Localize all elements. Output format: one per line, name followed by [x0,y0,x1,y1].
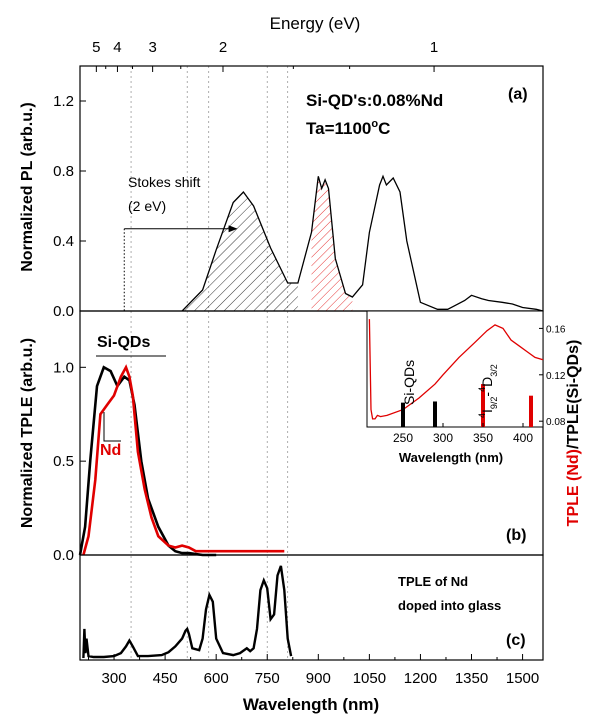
top-tick-label: 3 [148,39,156,56]
panel-a: 0.0 0.4 0.8 1.2 Si-QD's:0.08%Nd Ta=1100oC (… [19,65,544,320]
bottom-tick-label: 900 [306,670,331,687]
y-tick-label: 0.5 [53,453,74,470]
inset-y-tick-label: 0.16 [546,324,566,335]
inset-chart: 250 300 350 400 0.08 0.12 0.16 Wavelength (nm)… [366,310,566,465]
bottom-tick-label: 300 [102,670,127,687]
nd-glass-tple-line [82,565,293,659]
top-axis-label: Energy (eV) [270,14,361,33]
bottom-axis-ticks: 300 450 600 750 900 1050 1200 1350 1500 [88,654,539,687]
series-label-siqds: Si-QDs [97,334,150,351]
stokes-shift-label: Stokes shift [128,174,200,190]
inset-y-tick-label: 0.08 [546,417,566,428]
y-tick-label: 1.0 [53,359,74,376]
panel-c-label-2: doped into glass [398,598,501,613]
inset-x-tick-label: 300 [433,431,453,445]
bottom-tick-label: 1200 [404,670,437,687]
panel-b-y-label: Normalized TPLE (arb.u.) [19,338,36,528]
panel-b-label: (b) [506,527,526,544]
top-tick-label: 1 [430,39,438,56]
bottom-tick-label: 750 [255,670,280,687]
tple-nd-line [82,364,285,556]
top-tick-label: 5 [92,39,100,56]
bottom-tick-label: 1500 [506,670,539,687]
panel-c-label-1: TPLE of Nd [398,574,468,589]
panel-a-y-label: Normalized PL (arb.u.) [19,102,36,272]
inset-ticks: 250 300 350 400 0.08 0.12 0.16 [393,324,566,445]
nd-label-line [103,412,121,442]
y-tick-label: 0.8 [53,163,74,180]
inset-frame [366,310,544,428]
tple-siqds-line [78,365,217,557]
panel-c-frame [79,554,544,661]
top-tick-label: 2 [219,39,227,56]
panel-a-title: Si-QD's:0.08%Nd [306,91,443,110]
inset-x-label: Wavelength (nm) [399,450,503,465]
pl-spectrum-line [181,174,544,312]
bottom-tick-label: 1350 [455,670,488,687]
inset-transition-label: 4I9/2-4D3/2 [477,364,499,418]
panel-c: TPLE of Nd doped into glass (c) [79,554,544,661]
panel-a-y-ticks: 0.0 0.4 0.8 1.2 [53,93,86,320]
inset-x-tick-label: 250 [393,431,413,445]
bottom-tick-label: 600 [204,670,229,687]
series-label-nd: Nd [100,442,121,459]
inset-ratio-line [368,319,544,420]
right-axis-label: TPLE (Nd)/TPLE(Si-QDs) [565,340,582,527]
stokes-shift-value: (2 eV) [128,198,166,214]
panel-b: 0.0 0.5 1.0 Si-QDs Nd (b) Normalized TPLE … [19,310,582,564]
y-tick-label: 0.0 [53,547,74,564]
panel-c-label: (c) [506,632,526,649]
shaded-region-nd [311,176,353,311]
inset-siqds-label: Si-QDs [401,360,417,405]
y-tick-label: 1.2 [53,93,74,110]
shaded-region-siqd [182,192,298,311]
top-tick-label: 4 [113,39,121,56]
dotted-guide-lines [130,66,289,660]
bottom-tick-label: 1050 [353,670,386,687]
y-tick-label: 0.4 [53,233,74,250]
inset-x-tick-label: 400 [513,431,533,445]
bottom-axis-label: Wavelength (nm) [243,695,379,714]
panel-a-subtitle: Ta=1100oC [306,118,390,138]
y-tick-label: 0.0 [53,303,74,320]
inset-x-tick-label: 350 [473,431,493,445]
bottom-tick-label: 450 [153,670,178,687]
panel-b-y-ticks: 0.0 0.5 1.0 [53,359,86,564]
inset-y-tick-label: 0.12 [546,371,566,382]
panel-a-label: (a) [508,86,528,103]
